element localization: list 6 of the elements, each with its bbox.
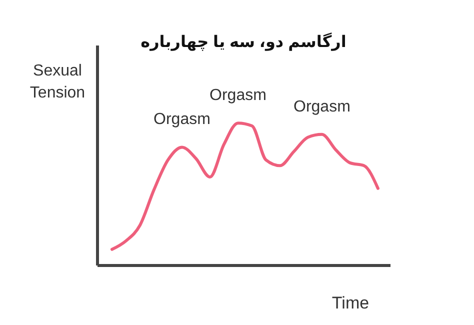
y-axis-title: Sexual Tension	[30, 62, 86, 102]
text: Orgasm	[210, 87, 266, 104]
text: Orgasm	[294, 98, 350, 116]
chart-title: ارگاسم دو، سه یا چهارباره	[140, 32, 346, 51]
x-axis-title: Time	[332, 294, 370, 312]
annotation: Orgasm	[154, 111, 210, 128]
